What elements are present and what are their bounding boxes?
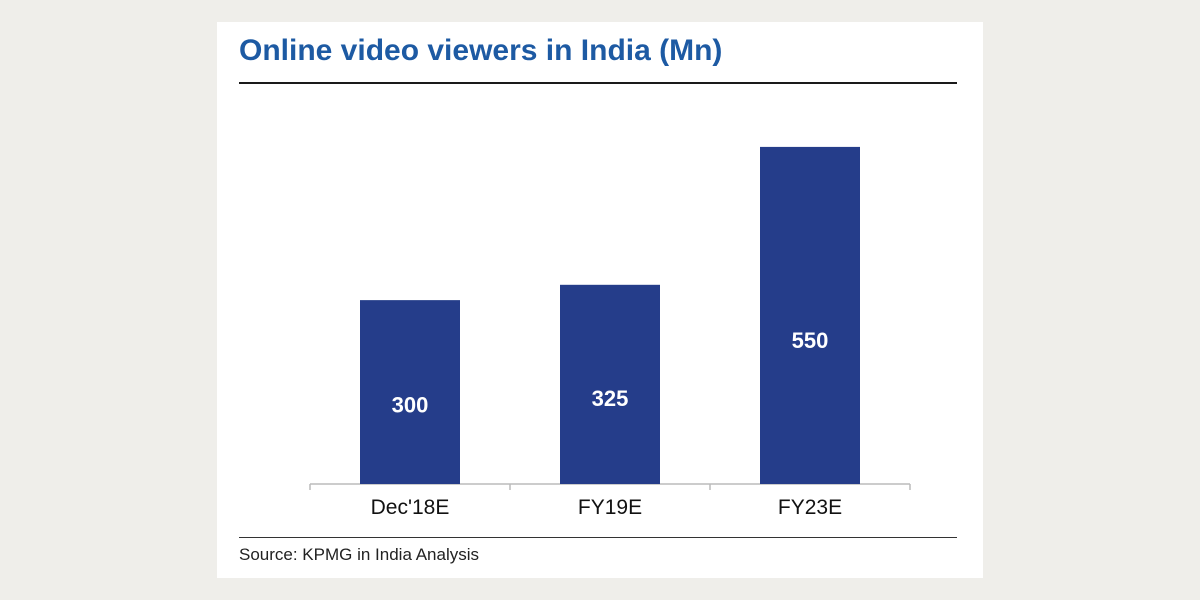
x-tick-label-3: FY23E	[778, 496, 842, 519]
source-divider	[239, 537, 957, 538]
bar-1	[360, 300, 460, 484]
bar-3	[760, 146, 860, 484]
chart-card: Online video viewers in India (Mn) 300 De…	[217, 22, 983, 578]
x-tick-label-2: FY19E	[578, 496, 642, 519]
chart-title: Online video viewers in India (Mn)	[239, 34, 723, 67]
title-divider	[239, 82, 957, 84]
x-tick-label-1: Dec'18E	[371, 496, 450, 519]
data-label-3: 550	[792, 328, 829, 353]
source-note: Source: KPMG in India Analysis	[239, 545, 480, 564]
bar-chart: 300 Dec'18E 325 FY19E 550 FY23E	[309, 146, 911, 519]
data-label-2: 325	[592, 386, 629, 411]
data-label-1: 300	[392, 393, 429, 418]
bar-2	[560, 284, 660, 484]
